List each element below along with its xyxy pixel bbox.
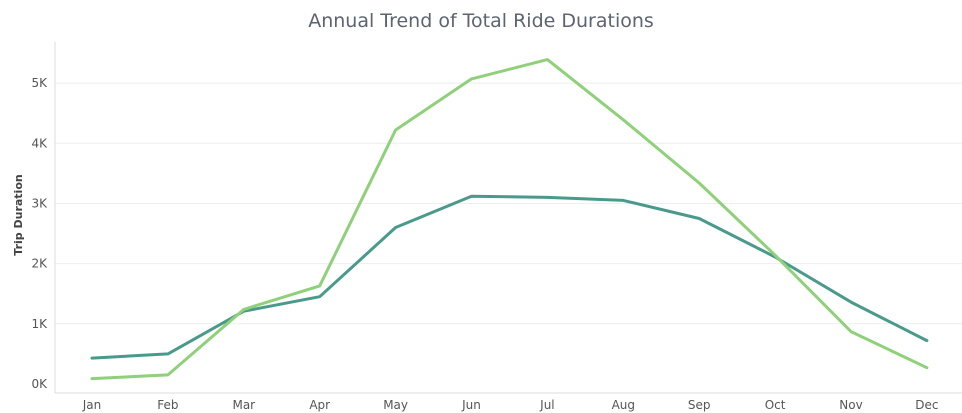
y-tick-label: 3K xyxy=(31,196,48,210)
x-tick-label: Dec xyxy=(915,398,938,412)
x-tick-label: Jun xyxy=(461,398,481,412)
gridlines xyxy=(55,82,962,325)
x-tick-label: Nov xyxy=(839,398,862,412)
axes: 0K 1K 2K 3K 4K 5K Jan Feb Mar Apr May Jun Jul Aug Sep O… xyxy=(31,42,962,412)
chart-title: Annual Trend of Total Ride Durations xyxy=(308,10,654,32)
y-tick-label: 5K xyxy=(31,76,48,90)
x-tick-label: Sep xyxy=(688,398,711,412)
y-tick-label: 2K xyxy=(31,257,48,271)
x-tick-label: May xyxy=(383,398,408,412)
x-tick-label: Jan xyxy=(82,398,102,412)
x-tick-label: Mar xyxy=(232,398,255,412)
x-tick-label: Oct xyxy=(765,398,786,412)
x-tick-label: Aug xyxy=(612,398,635,412)
y-axis-label: Trip Duration xyxy=(12,174,25,255)
series-line-1 xyxy=(90,58,929,381)
y-tick-label: 0K xyxy=(31,377,48,391)
y-tick-label: 1K xyxy=(31,317,48,331)
x-tick-label: Feb xyxy=(157,398,178,412)
series-line-0 xyxy=(90,194,929,360)
series-layer xyxy=(90,58,929,381)
y-tick-label: 4K xyxy=(31,136,48,150)
x-tick-label: Jul xyxy=(539,398,554,412)
x-tick-label: Apr xyxy=(309,398,330,412)
